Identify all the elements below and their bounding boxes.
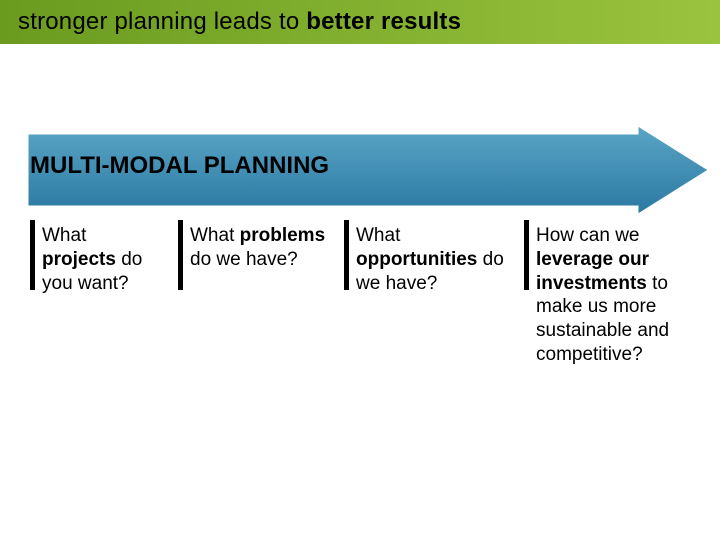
title-regular: stronger planning leads to <box>18 8 306 35</box>
col-part-bold: projects <box>42 249 116 270</box>
column-opportunities: What opportunities do we have? <box>344 224 524 367</box>
column-projects: What projects do you want? <box>30 224 178 367</box>
col-part-bold: opportunities <box>356 249 477 270</box>
column-bar <box>524 220 529 290</box>
title-bold: better results <box>306 8 461 35</box>
column-leverage: How can we leverage our investments to m… <box>524 224 714 367</box>
page-title: stronger planning leads to better result… <box>18 8 461 36</box>
col-part: What <box>356 225 400 246</box>
column-bar <box>30 220 35 290</box>
column-text: How can we leverage our investments to m… <box>536 224 696 367</box>
column-text: What projects do you want? <box>42 224 160 295</box>
col-part: How can we <box>536 225 640 246</box>
columns-row: What projects do you want? What problems… <box>30 224 714 367</box>
col-part: What <box>42 225 86 246</box>
col-part-bold: leverage our investments <box>536 249 649 294</box>
column-problems: What problems do we have? <box>178 224 344 367</box>
column-text: What problems do we have? <box>190 224 326 272</box>
title-bar: stronger planning leads to better result… <box>0 0 720 44</box>
banner-label: MULTI-MODAL PLANNING <box>30 152 329 180</box>
column-text: What opportunities do we have? <box>356 224 506 295</box>
col-part-bold: problems <box>240 225 326 246</box>
column-bar <box>178 220 183 290</box>
col-part: What <box>190 225 240 246</box>
column-bar <box>344 220 349 290</box>
col-part: do we have? <box>190 249 298 270</box>
